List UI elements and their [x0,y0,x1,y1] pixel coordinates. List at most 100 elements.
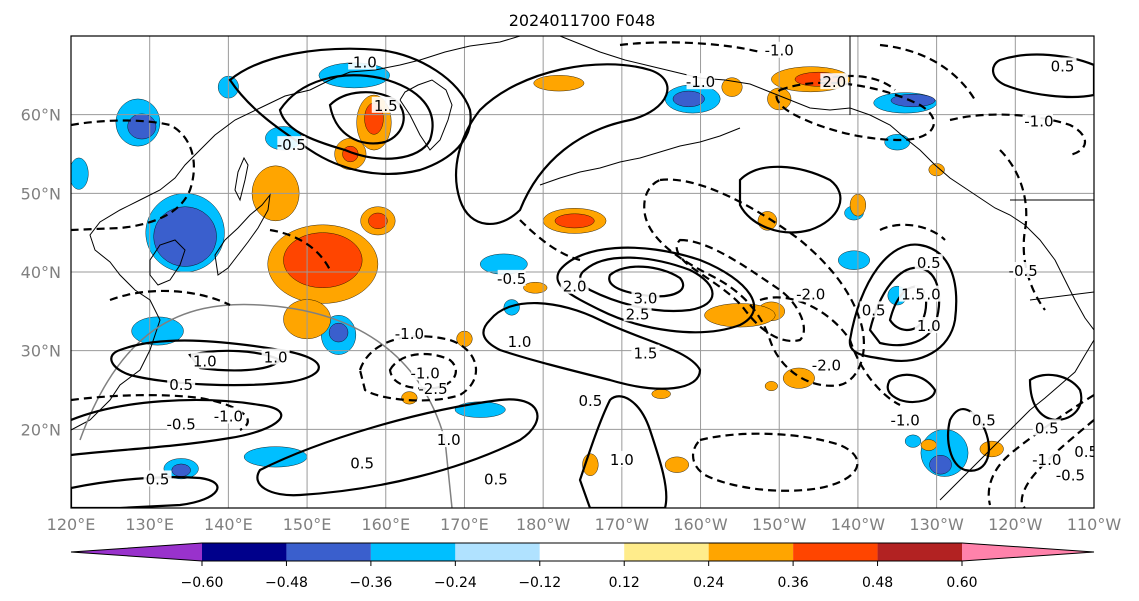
contour-label: 3.0 [634,290,658,308]
lat-tick-label: 50°N [21,184,61,203]
shaded-region [704,303,776,328]
contour-line [454,63,669,225]
contour-label-bg [395,324,424,341]
colorbar-tick-label: −0.36 [349,575,392,591]
colorbar-ticks: −0.60 −0.48 −0.36 −0.24 −0.12 0.12 0.24 0.36 0.4… [181,561,978,591]
contour-label-bg [899,285,928,302]
contour-label: 0.5 [1074,443,1098,461]
colorbar-cells [70,542,1095,562]
lon-tick-label: 160°W [673,515,728,534]
shaded-region [929,455,952,475]
contour-line [109,289,231,306]
contour-label-bg [820,73,849,90]
contour-label-bg [765,41,794,58]
lon-tick-label: 140°W [831,515,886,534]
contour-line [879,43,976,101]
contour-line [1028,373,1083,422]
contour-label-bg [623,305,652,322]
contour-label: 0.5 [1051,57,1075,75]
contour-label: 1.0 [193,352,217,370]
colorbar-cell [539,543,625,561]
contour-line [886,373,937,404]
contour-label-bg [411,364,440,381]
colorbar-cell [286,543,371,561]
contour-label: 2.5 [626,305,650,323]
contour-label: 0.5 [862,301,886,319]
contour-line [110,339,320,387]
coastline-na-west [939,339,1094,501]
colorbar-tick-label: 0.24 [693,575,724,591]
figure-title: 2024011700 F048 [509,11,656,30]
contour-label-bg [277,136,306,153]
contour-label-bg [914,317,943,334]
contour-line [819,74,896,91]
contour-label: -0.5 [1056,467,1085,485]
contour-label: -2.0 [812,356,841,374]
contour-label-bg [434,431,463,448]
contour-label: 0.5 [917,254,941,272]
contour-label-bg [214,407,243,424]
shaded-region [368,212,388,229]
contour-label-bg [1032,450,1061,467]
contour-label-bg [418,380,447,396]
shaded-region [523,282,548,294]
contour-label: -0.5 [497,270,526,288]
contour-label: 2.0 [563,278,587,296]
contour-label: -1.0 [1032,451,1061,469]
lon-tick-label: 170°E [440,515,489,534]
colorbar-cell [624,543,709,561]
shaded-region [904,434,922,448]
contour-line [643,178,865,387]
contour-line [879,223,946,241]
contour-label-bg [371,96,400,113]
contour-label: -0.5 [277,136,306,154]
shaded-region [554,213,595,229]
contour-label: 1.5 [634,345,658,363]
lon-tick-label: 110°W [1067,515,1122,534]
shaded-region [920,439,937,451]
colorbar-cell [708,543,794,561]
contour-line [759,296,901,406]
contour-label-bg [1024,112,1053,129]
contour-label: 0.5 [484,470,508,488]
colorbar-tick-label: 0.12 [609,575,640,591]
contour-line [692,432,859,492]
contour-line [278,74,434,160]
contour-label: -2.0 [796,286,825,304]
shaded-region [503,299,520,316]
contour-label-bg [859,301,888,318]
contour-line [848,243,958,363]
colorbar-tick-label: −0.12 [518,575,561,591]
contour-label-bg [631,289,660,306]
contour-line [775,81,935,142]
contour-line [608,265,685,298]
negative-contours [71,41,1094,508]
colorbar: −0.60 −0.48 −0.36 −0.24 −0.12 0.12 0.24 0.36 0.4… [70,542,1095,591]
contour-label-bg [190,352,219,369]
colorbar-extend-left [71,543,202,561]
lon-tick-label: 120°E [47,515,96,534]
shaded-region [127,113,157,140]
shaded-region [884,134,911,151]
contour-label: -1.0 [686,73,715,91]
contour-label: -2.5 [418,380,447,398]
positive-contours [71,47,1094,508]
contour-label: 0.5 [146,470,170,488]
lon-tick-label: 130°E [125,515,174,534]
map-panel: -1.0-0.5-0.5-1.0-1.0-2.5-1.0-0.5-1.0-1.0… [70,35,1098,509]
coastline-kamchatka [399,79,453,151]
contour-label: -1.0 [765,42,794,60]
contour-line [269,228,331,271]
contour-line [987,394,1094,506]
shaded-region [401,391,418,405]
coastline-aleutians [539,127,741,186]
contour-line [482,302,702,390]
contour-label: 1.0 [437,431,461,449]
contour-label: -1.0 [890,411,919,429]
lat-tick-label: 20°N [21,420,61,439]
contour-label-bg [1056,466,1085,483]
contour-line [71,398,283,457]
lat-tick-label: 40°N [21,263,61,282]
contour-line [388,353,457,390]
